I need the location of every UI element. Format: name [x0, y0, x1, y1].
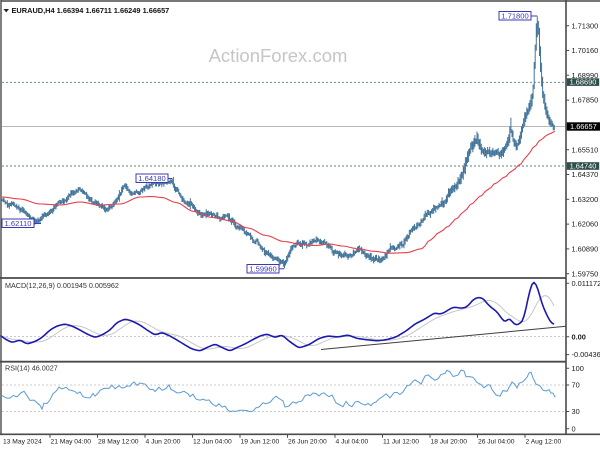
svg-text:1.59960: 1.59960 — [249, 264, 276, 273]
svg-text:70: 70 — [572, 381, 580, 390]
svg-text:1.62060: 1.62060 — [572, 220, 599, 229]
svg-text:MACD(12,26,9) 0.001945 0.00596: MACD(12,26,9) 0.001945 0.005962 — [5, 281, 119, 290]
svg-text:1.65510: 1.65510 — [572, 145, 599, 154]
svg-text:0.011172: 0.011172 — [572, 279, 600, 288]
svg-text:100: 100 — [572, 364, 584, 373]
svg-text:12 Jun 04:00: 12 Jun 04:00 — [193, 438, 232, 445]
svg-text:19 Jun 12:00: 19 Jun 12:00 — [241, 438, 280, 445]
svg-text:21 May 04:00: 21 May 04:00 — [51, 438, 92, 445]
svg-text:1.59750: 1.59750 — [572, 269, 599, 278]
svg-text:EURAUD,H4 1.66394 1.66711 1.6: EURAUD,H4 1.66394 1.66711 1.66249 1.6665… — [12, 6, 170, 15]
svg-text:4 Jul 04:00: 4 Jul 04:00 — [336, 438, 369, 445]
svg-text:0.00: 0.00 — [572, 332, 586, 341]
svg-text:1.71300: 1.71300 — [572, 21, 599, 30]
svg-text:26 Jun 20:00: 26 Jun 20:00 — [288, 438, 327, 445]
svg-text:1.64180: 1.64180 — [138, 174, 165, 183]
svg-text:2 Aug 12:00: 2 Aug 12:00 — [526, 438, 562, 445]
svg-text:4 Jun 20:00: 4 Jun 20:00 — [146, 438, 181, 445]
svg-text:1.67850: 1.67850 — [572, 96, 599, 105]
svg-text:1.68990: 1.68990 — [572, 71, 599, 80]
svg-text:-0.004363: -0.004363 — [572, 350, 600, 359]
svg-text:1.64370: 1.64370 — [572, 170, 599, 179]
svg-text:1.68690: 1.68690 — [570, 78, 597, 87]
svg-text:RSI(14) 46.0027: RSI(14) 46.0027 — [5, 364, 58, 373]
svg-text:13 May 2024: 13 May 2024 — [3, 438, 42, 445]
svg-text:28 May 12:00: 28 May 12:00 — [98, 438, 139, 445]
svg-text:11 Jul 12:00: 11 Jul 12:00 — [383, 438, 419, 445]
svg-text:18 Jul 20:00: 18 Jul 20:00 — [431, 438, 468, 445]
svg-text:1.63200: 1.63200 — [572, 195, 599, 204]
svg-text:ActionForex.com: ActionForex.com — [209, 45, 348, 66]
svg-text:1.62110: 1.62110 — [5, 219, 32, 228]
svg-text:1.66657: 1.66657 — [570, 122, 597, 131]
svg-text:0: 0 — [572, 424, 576, 433]
svg-text:30: 30 — [572, 407, 580, 416]
svg-text:1.60890: 1.60890 — [572, 245, 599, 254]
svg-text:1.71800: 1.71800 — [501, 11, 528, 20]
svg-text:26 Jul 04:00: 26 Jul 04:00 — [478, 438, 515, 445]
svg-text:1.70160: 1.70160 — [572, 46, 599, 55]
svg-text:1.64740: 1.64740 — [570, 161, 597, 170]
